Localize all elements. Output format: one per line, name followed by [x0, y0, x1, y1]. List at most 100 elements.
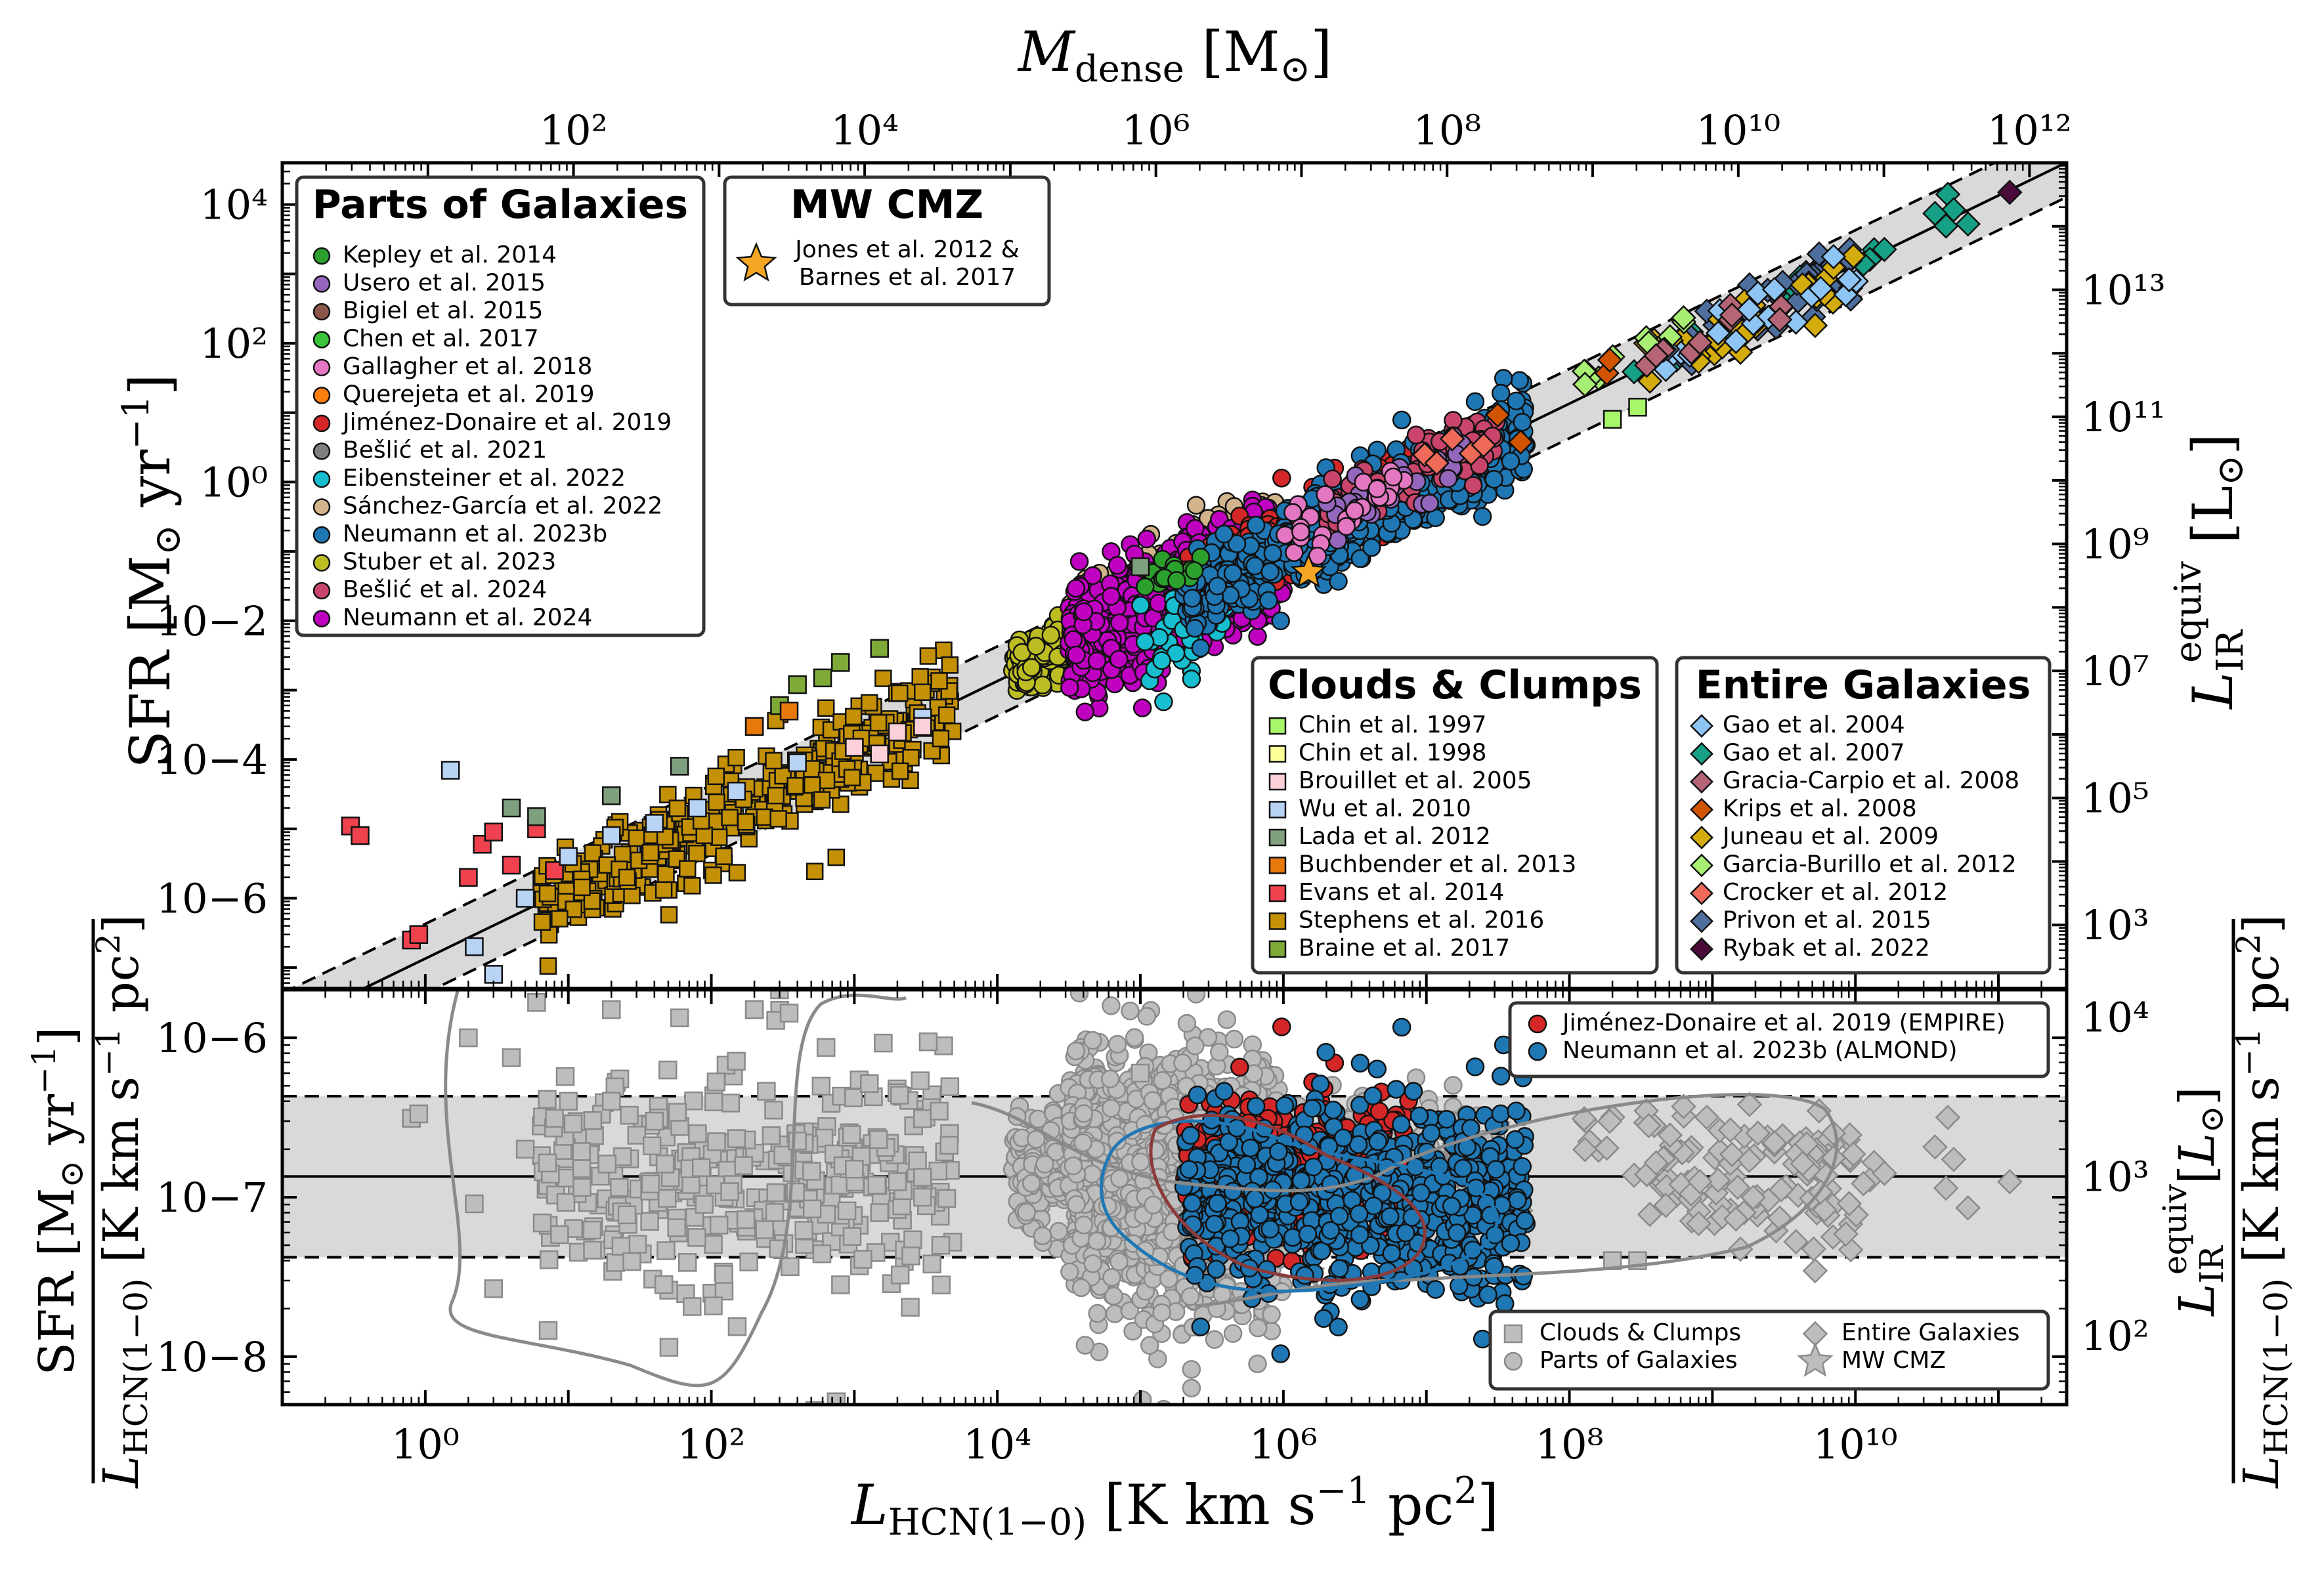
- top-data-points: [341, 179, 2023, 984]
- point-gallagher-et-al-2018: [1345, 501, 1364, 520]
- bottom-point-stephens-et-al-2016: [842, 1227, 862, 1246]
- point-stephens-et-al-2016: [715, 847, 733, 865]
- point-wu-et-al-2010: [645, 814, 664, 833]
- point-stephens-et-al-2016: [767, 786, 785, 805]
- point-stephens-et-al-2016: [584, 844, 602, 862]
- bottom-point-stephens-et-al-2016: [869, 1130, 888, 1149]
- point-eibensteiner-et-al-2022: [1135, 632, 1155, 651]
- bottom-point-stephens-et-al-2016: [704, 1235, 723, 1254]
- point-stephens-et-al-2016: [844, 708, 863, 726]
- bottom-point-stephens-et-al-2016: [659, 1338, 679, 1357]
- bottom-point-stephens-et-al-2016: [706, 1073, 726, 1092]
- bottom-point-s-nchez-garc-a-et-al-2022: [1217, 1010, 1237, 1029]
- point-neumann-et-al-2024: [1069, 552, 1089, 571]
- point-neumann-et-al-2024: [1108, 556, 1127, 575]
- bottom-point-stephens-et-al-2016: [557, 1168, 576, 1188]
- bottom-point-stephens-et-al-2016: [658, 1060, 678, 1080]
- point-neumann-et-al-2024: [1067, 645, 1086, 665]
- point-lada-et-al-2012: [670, 757, 689, 776]
- point-braine-et-al-2017: [788, 675, 807, 694]
- point-stephens-et-al-2016: [695, 826, 714, 845]
- point-stephens-et-al-2016: [930, 672, 948, 690]
- point-neumann-et-al-2023b: [1465, 392, 1485, 412]
- y-tick-label: 10−6: [156, 874, 268, 922]
- point-neumann-et-al-2024: [1083, 566, 1102, 585]
- point-stephens-et-al-2016: [628, 829, 646, 847]
- point-be-li-et-al-2024: [1463, 476, 1483, 495]
- point-neumann-et-al-2023b: [1362, 538, 1381, 557]
- bottom-point-stephens-et-al-2016: [714, 1265, 733, 1284]
- bottom-point-stephens-et-al-2016: [842, 1125, 861, 1144]
- point-stephens-et-al-2016: [843, 769, 861, 786]
- point-neumann-et-al-2024: [1087, 651, 1107, 671]
- point-stephens-et-al-2016: [911, 668, 929, 686]
- point-stuber-et-al-2023: [1033, 675, 1052, 694]
- point-neumann-et-al-2023b: [1263, 543, 1282, 563]
- point-wu-et-al-2010: [559, 847, 578, 866]
- point-stephens-et-al-2016: [565, 901, 582, 918]
- top-x-tick-label: 10²: [540, 106, 608, 154]
- point-stephens-et-al-2016: [786, 776, 804, 795]
- point-gallagher-et-al-2018: [1337, 517, 1356, 536]
- point-stuber-et-al-2023: [1041, 626, 1061, 645]
- point-neumann-et-al-2024: [1110, 613, 1129, 633]
- point-stephens-et-al-2016: [817, 771, 836, 790]
- point-stephens-et-al-2016: [710, 828, 728, 846]
- point-neumann-et-al-2024: [1060, 678, 1079, 697]
- bottom-point-stuber-et-al-2023: [1017, 1202, 1036, 1222]
- point-stephens-et-al-2016: [891, 684, 909, 702]
- point-stephens-et-al-2016: [806, 862, 824, 880]
- point-gallagher-et-al-2018: [1316, 485, 1335, 504]
- bottom-point-stephens-et-al-2016: [811, 1076, 831, 1096]
- bottom-point-stephens-et-al-2016: [859, 1074, 879, 1093]
- point-kepley-et-al-2014: [1136, 577, 1155, 597]
- bottom-point-stephens-et-al-2016: [538, 1153, 557, 1173]
- bottom-point-stephens-et-al-2016: [727, 1317, 747, 1336]
- right-y-tick-label: 10⁹: [2081, 520, 2149, 568]
- point-brouillet-et-al-2005: [845, 738, 864, 757]
- point-stephens-et-al-2016: [688, 844, 706, 862]
- bottom-point-stephens-et-al-2016: [922, 1254, 941, 1274]
- bottom-point-stephens-et-al-2016: [582, 1220, 602, 1240]
- bottom-point-stephens-et-al-2016: [678, 1253, 697, 1272]
- point-braine-et-al-2017: [830, 653, 850, 672]
- bottom-point-stuber-et-al-2023: [1035, 1155, 1054, 1174]
- bottom-point-stephens-et-al-2016: [802, 1162, 821, 1181]
- point-stephens-et-al-2016: [613, 845, 632, 863]
- bottom-point-stephens-et-al-2016: [538, 1090, 557, 1109]
- point-neumann-et-al-2024: [1066, 579, 1086, 598]
- point-wu-et-al-2010: [688, 798, 707, 818]
- point-usero-et-al-2015: [1438, 469, 1458, 488]
- bottom-point-stephens-et-al-2016: [939, 1136, 959, 1155]
- top-x-tick-label: 10⁶: [1122, 106, 1190, 154]
- point-be-li-et-al-2024: [1406, 425, 1426, 445]
- point-neumann-et-al-2023b: [1501, 452, 1520, 471]
- bottom-point-stephens-et-al-2016: [555, 1067, 575, 1086]
- point-stephens-et-al-2016: [867, 764, 885, 782]
- bottom-point-stephens-et-al-2016: [874, 1033, 893, 1053]
- bottom-point-stephens-et-al-2016: [532, 1213, 552, 1233]
- bottom-point-stephens-et-al-2016: [867, 1176, 887, 1195]
- bottom-point-stephens-et-al-2016: [684, 1091, 703, 1111]
- bottom-point-stephens-et-al-2016: [709, 1216, 729, 1235]
- bottom-point-stephens-et-al-2016: [903, 1230, 922, 1250]
- point-stephens-et-al-2016: [901, 771, 919, 790]
- bottom-point-stephens-et-al-2016: [655, 1155, 675, 1174]
- bottom-point-stephens-et-al-2016: [931, 1235, 951, 1255]
- bottom-point-stephens-et-al-2016: [928, 1161, 948, 1181]
- bottom-point-stephens-et-al-2016: [620, 1105, 639, 1125]
- point-jim-nez-donaire-et-al-2019: [1272, 469, 1291, 488]
- bottom-point-neumann-et-al-2024: [1177, 1013, 1197, 1033]
- bottom-point-stephens-et-al-2016: [657, 1189, 677, 1208]
- point-neumann-et-al-2023b: [1513, 412, 1532, 432]
- bottom-point-stephens-et-al-2016: [890, 1086, 909, 1105]
- point-stuber-et-al-2023: [1022, 658, 1041, 677]
- bottom-point-stephens-et-al-2016: [606, 1253, 625, 1272]
- bottom-point-stephens-et-al-2016: [683, 1297, 702, 1316]
- point-lada-et-al-2012: [602, 786, 621, 805]
- point-neumann-et-al-2023b: [1510, 371, 1530, 390]
- point-eibensteiner-et-al-2022: [1131, 595, 1150, 615]
- bottom-point-neumann-et-al-2024: [1137, 1007, 1157, 1026]
- point-stephens-et-al-2016: [817, 699, 835, 717]
